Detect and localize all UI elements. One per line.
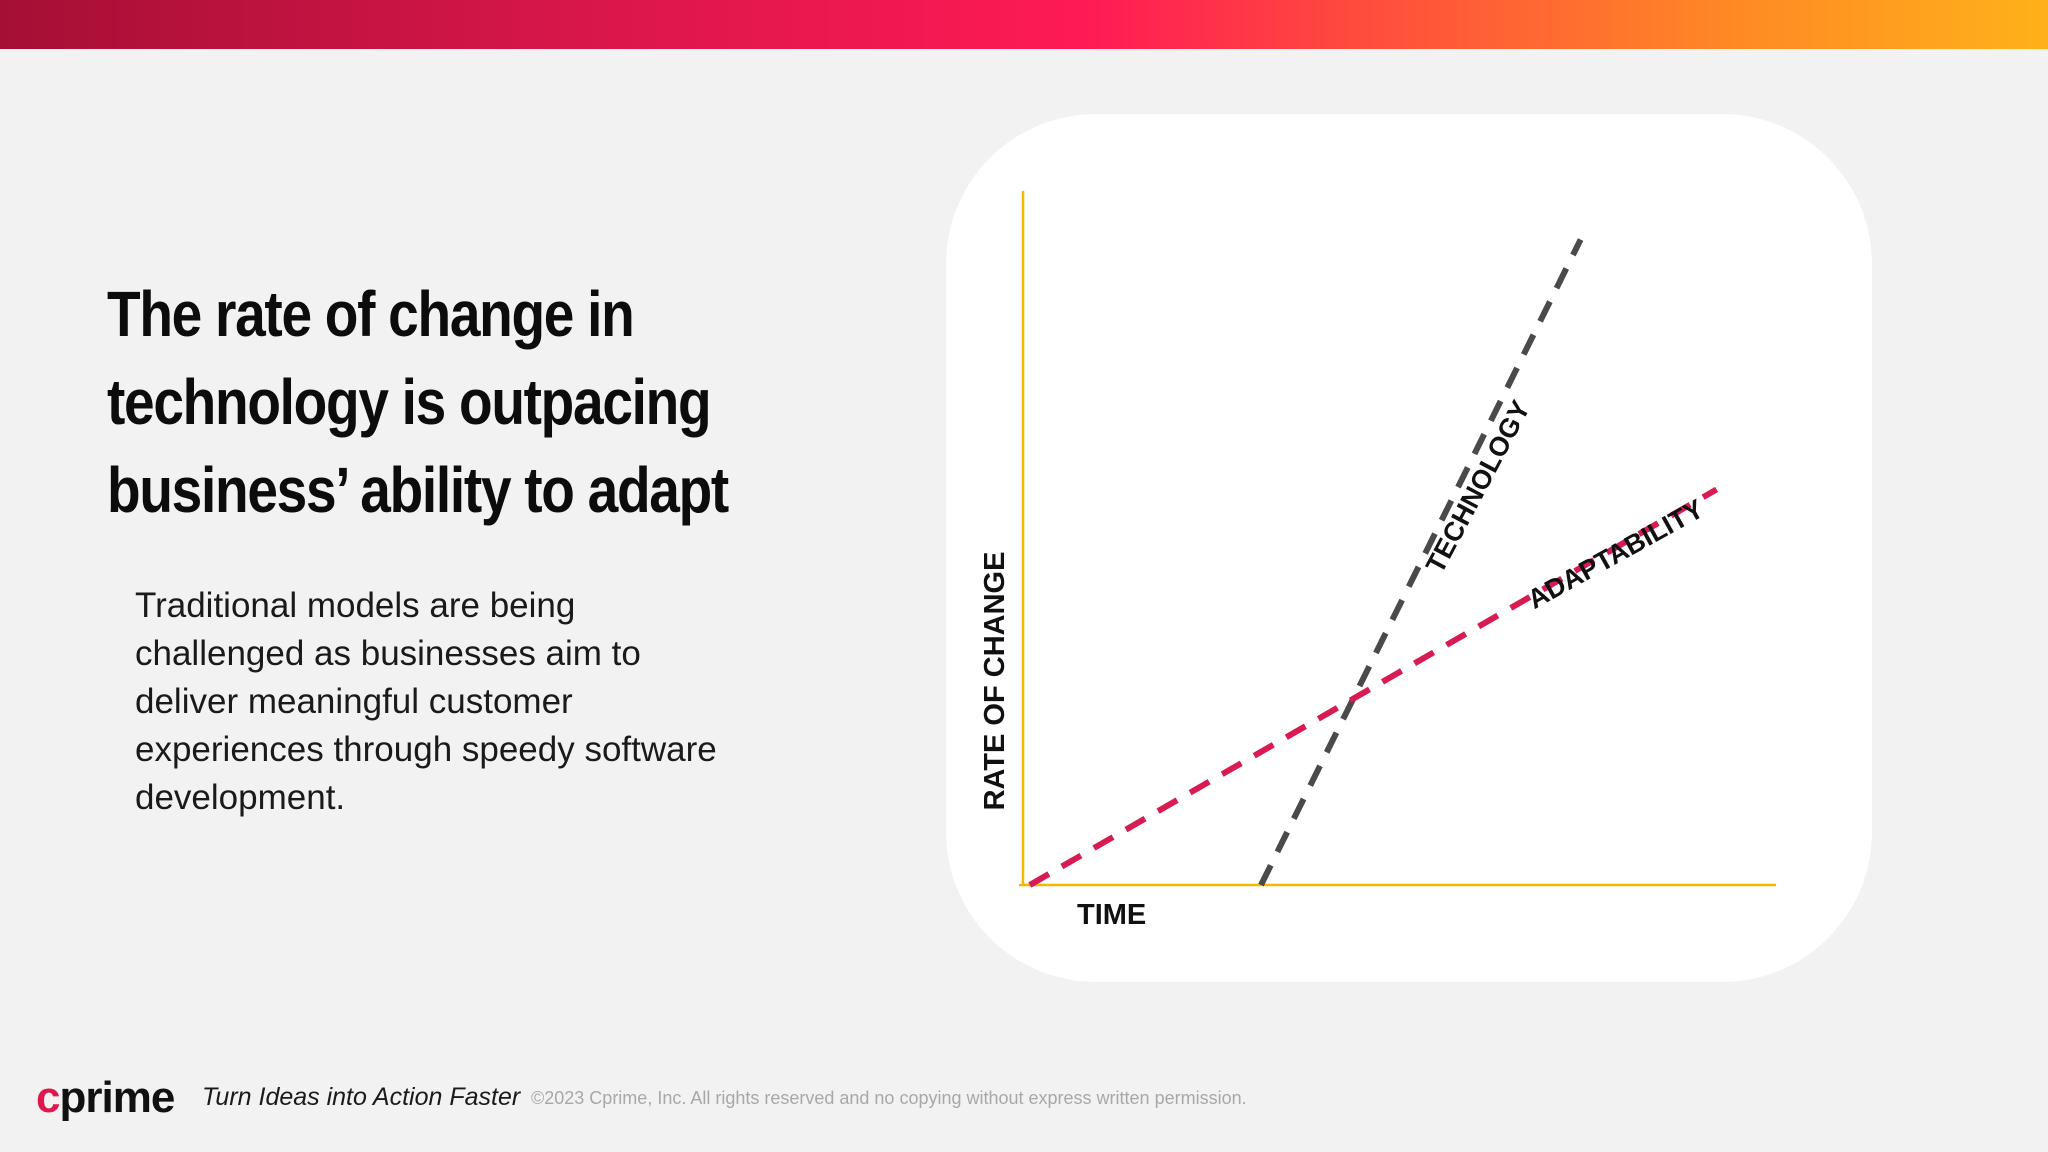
slide-headline: The rate of change in technology is outp… [107, 278, 729, 526]
series-adaptability-line [1028, 486, 1719, 888]
technology-series-label: TECHNOLOGY [1420, 396, 1536, 578]
rate-of-change-chart: TECHNOLOGY ADAPTABILITY RATE OF CHANGE T… [979, 191, 1776, 931]
x-axis-label: TIME [1077, 899, 1146, 931]
logo-c-mark: c [36, 1073, 61, 1122]
series-technology-line [1258, 238, 1584, 887]
logo-wordmark: prime [59, 1073, 175, 1122]
cprime-logo: cprime [36, 1072, 175, 1124]
top-gradient-bar [0, 0, 2048, 49]
adaptability-series-label: ADAPTABILITY [1523, 493, 1709, 614]
slide-body-text: Traditional models are being challenged … [135, 586, 717, 817]
footer-tagline: Turn Ideas into Action Faster [202, 1083, 521, 1111]
y-axis-label: RATE OF CHANGE [979, 552, 1011, 811]
chart-card: TECHNOLOGY ADAPTABILITY RATE OF CHANGE T… [946, 114, 1872, 982]
footer-copyright: ©2023 Cprime, Inc. All rights reserved a… [531, 1088, 1247, 1108]
